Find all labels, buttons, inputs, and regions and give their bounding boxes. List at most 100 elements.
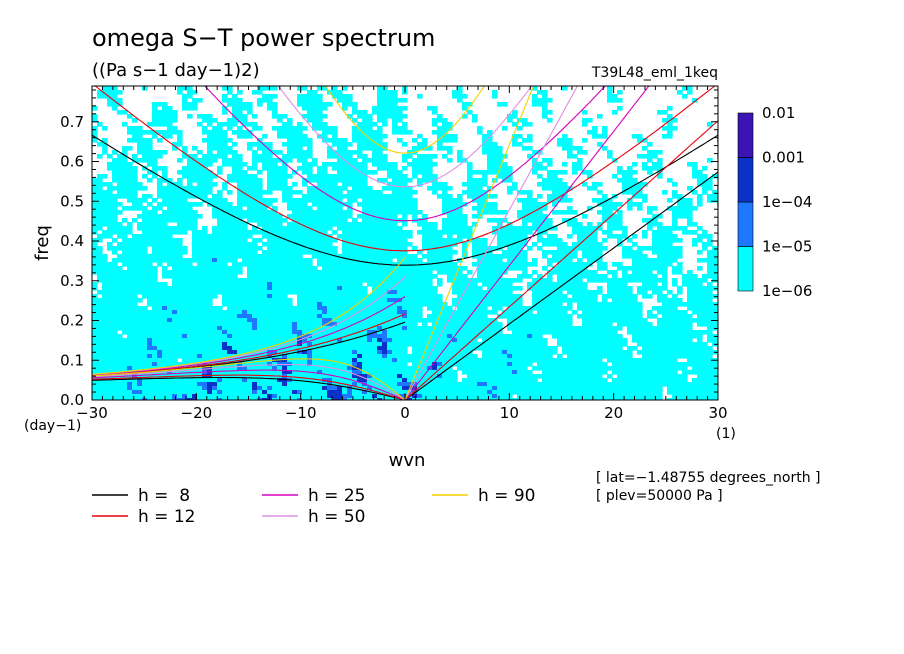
heat-cell [97, 202, 103, 207]
heat-cell [117, 314, 123, 319]
heat-cell [607, 318, 613, 323]
heat-cell [537, 286, 543, 291]
heat-cell [142, 326, 148, 331]
heat-cell [262, 202, 268, 207]
heat-cell [502, 334, 508, 339]
heat-cell [512, 254, 518, 259]
heat-cell [247, 290, 253, 295]
heat-cell [132, 190, 138, 195]
heat-cell [327, 126, 333, 131]
heat-cell [602, 278, 608, 283]
heat-cell [697, 290, 703, 295]
heat-cell [212, 330, 218, 335]
heat-cell [552, 186, 558, 191]
heat-cell [227, 270, 233, 275]
heat-cell [382, 230, 388, 235]
heat-cell [172, 130, 178, 135]
heat-cell [372, 198, 378, 203]
heat-cell [557, 330, 563, 335]
heat-cell [467, 190, 473, 195]
heat-cell [142, 278, 148, 283]
heat-cell [622, 250, 628, 255]
heat-cell [567, 322, 573, 327]
heat-cell [382, 330, 388, 335]
heat-cell [257, 254, 263, 259]
heat-cell [157, 286, 163, 291]
heat-cell [287, 206, 293, 211]
heat-cell [252, 158, 258, 163]
heat-cell [652, 290, 658, 295]
heat-cell [402, 242, 408, 247]
heat-cell [622, 282, 628, 287]
heat-cell [352, 174, 358, 179]
heat-cell [207, 298, 213, 303]
heat-cell [357, 306, 363, 311]
heat-cell [222, 106, 228, 111]
heat-cell [262, 142, 268, 147]
heat-cell [362, 190, 368, 195]
heat-cell [237, 126, 243, 131]
heat-cell [232, 226, 238, 231]
heat-cell [617, 298, 623, 303]
heat-cell [202, 326, 208, 331]
heat-cell [242, 242, 248, 247]
heat-cell [492, 218, 498, 223]
heat-cell [147, 154, 153, 159]
heat-cell [282, 326, 288, 331]
heat-cell [172, 258, 178, 263]
heat-cell [482, 294, 488, 299]
heat-cell [497, 274, 503, 279]
heat-cell [557, 306, 563, 311]
heat-cell [322, 114, 328, 119]
heat-cell [702, 298, 708, 303]
heat-cell [642, 146, 648, 151]
heat-cell [212, 250, 218, 255]
heat-cell [657, 266, 663, 271]
heat-cell [142, 206, 148, 211]
heat-cell [242, 234, 248, 239]
heat-cell [712, 250, 718, 255]
heat-cell [102, 202, 108, 207]
heat-cell [167, 334, 173, 339]
heat-cell [317, 278, 323, 283]
heat-cell [207, 310, 213, 315]
heat-cell [297, 150, 303, 155]
heat-cell [167, 226, 173, 231]
heat-cell [402, 114, 408, 119]
heat-cell [322, 210, 328, 215]
heat-cell [272, 198, 278, 203]
heat-cell [627, 170, 633, 175]
heat-cell [397, 258, 403, 263]
heat-cell [657, 254, 663, 259]
heat-cell [377, 290, 383, 295]
heat-cell [272, 242, 278, 247]
heat-cell [687, 218, 693, 223]
heat-cell [97, 190, 103, 195]
heat-cell [362, 310, 368, 315]
heat-cell [492, 142, 498, 147]
heat-cell [347, 202, 353, 207]
heat-cell [612, 302, 618, 307]
heat-cell [172, 334, 178, 339]
heat-cell [407, 242, 413, 247]
heat-cell [522, 314, 528, 319]
heat-cell [682, 86, 688, 91]
heat-cell [342, 302, 348, 307]
heat-cell [107, 198, 113, 203]
heat-cell [537, 302, 543, 307]
heat-cell [612, 290, 618, 295]
heat-cell [392, 302, 398, 307]
heat-cell [157, 234, 163, 239]
heat-cell [662, 266, 668, 271]
heat-cell [312, 162, 318, 167]
heat-cell [707, 322, 713, 327]
heat-cell [312, 238, 318, 243]
heat-cell [412, 190, 418, 195]
heat-cell [482, 266, 488, 271]
heat-cell [667, 106, 673, 111]
heat-cell [372, 242, 378, 247]
heat-cell [292, 142, 298, 147]
heat-cell [302, 206, 308, 211]
heat-cell [297, 218, 303, 223]
heat-cell [387, 334, 393, 339]
